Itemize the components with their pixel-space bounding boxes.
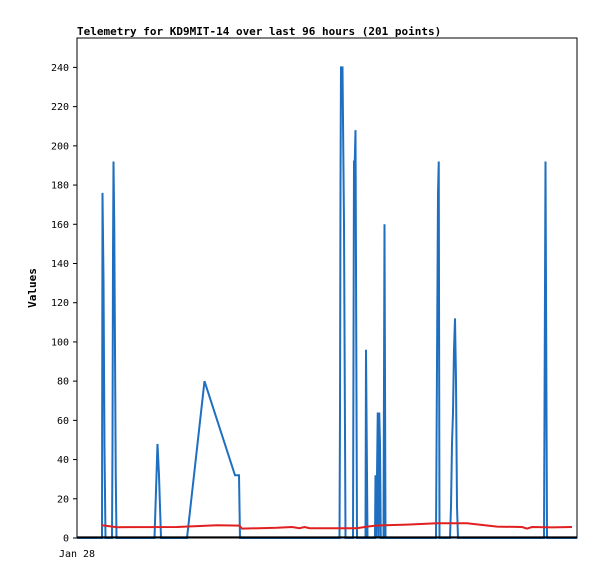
chart-title: Telemetry for KD9MIT-14 over last 96 hou… — [77, 25, 441, 38]
y-tick-label: 80 — [57, 377, 69, 388]
y-tick-label: 200 — [51, 141, 69, 152]
y-tick-label: 140 — [51, 259, 69, 270]
y-tick-label: 180 — [51, 181, 69, 192]
y-tick-label: 160 — [51, 220, 69, 231]
y-tick-label: 0 — [63, 534, 69, 545]
y-tick-label: 120 — [51, 298, 69, 309]
y-axis-label: Values — [26, 268, 39, 308]
series-line-2 — [101, 522, 573, 530]
y-tick-label: 60 — [57, 416, 69, 427]
series-layer — [77, 66, 577, 539]
y-tick-label: 40 — [57, 455, 69, 466]
plot-area — [76, 37, 578, 539]
y-tick-label: 220 — [51, 102, 69, 113]
x-axis: Jan 28 — [59, 549, 95, 560]
y-tick-label: 20 — [57, 494, 69, 505]
y-tick-label: 240 — [51, 63, 69, 74]
y-axis: 0 20 40 60 80 100 120 140 160 180 200 220 240 — [51, 63, 77, 545]
x-tick-label: Jan 28 — [59, 549, 95, 560]
y-tick-label: 100 — [51, 337, 69, 348]
